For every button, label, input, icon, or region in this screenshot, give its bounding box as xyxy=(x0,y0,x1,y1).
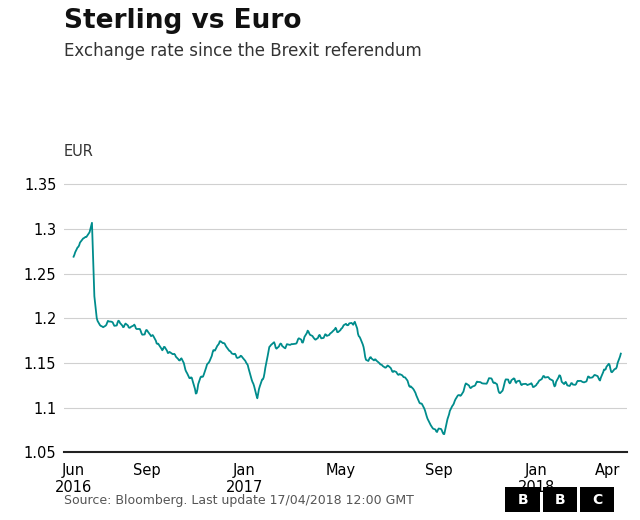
Text: EUR: EUR xyxy=(64,144,94,159)
Bar xyxy=(543,487,577,512)
Text: Source: Bloomberg. Last update 17/04/2018 12:00 GMT: Source: Bloomberg. Last update 17/04/201… xyxy=(64,494,414,507)
Bar xyxy=(506,487,540,512)
Bar xyxy=(580,487,614,512)
Text: Sterling vs Euro: Sterling vs Euro xyxy=(64,8,301,34)
Text: B: B xyxy=(555,493,565,506)
Text: C: C xyxy=(592,493,602,506)
Text: B: B xyxy=(517,493,528,506)
Text: Exchange rate since the Brexit referendum: Exchange rate since the Brexit referendu… xyxy=(64,42,422,60)
